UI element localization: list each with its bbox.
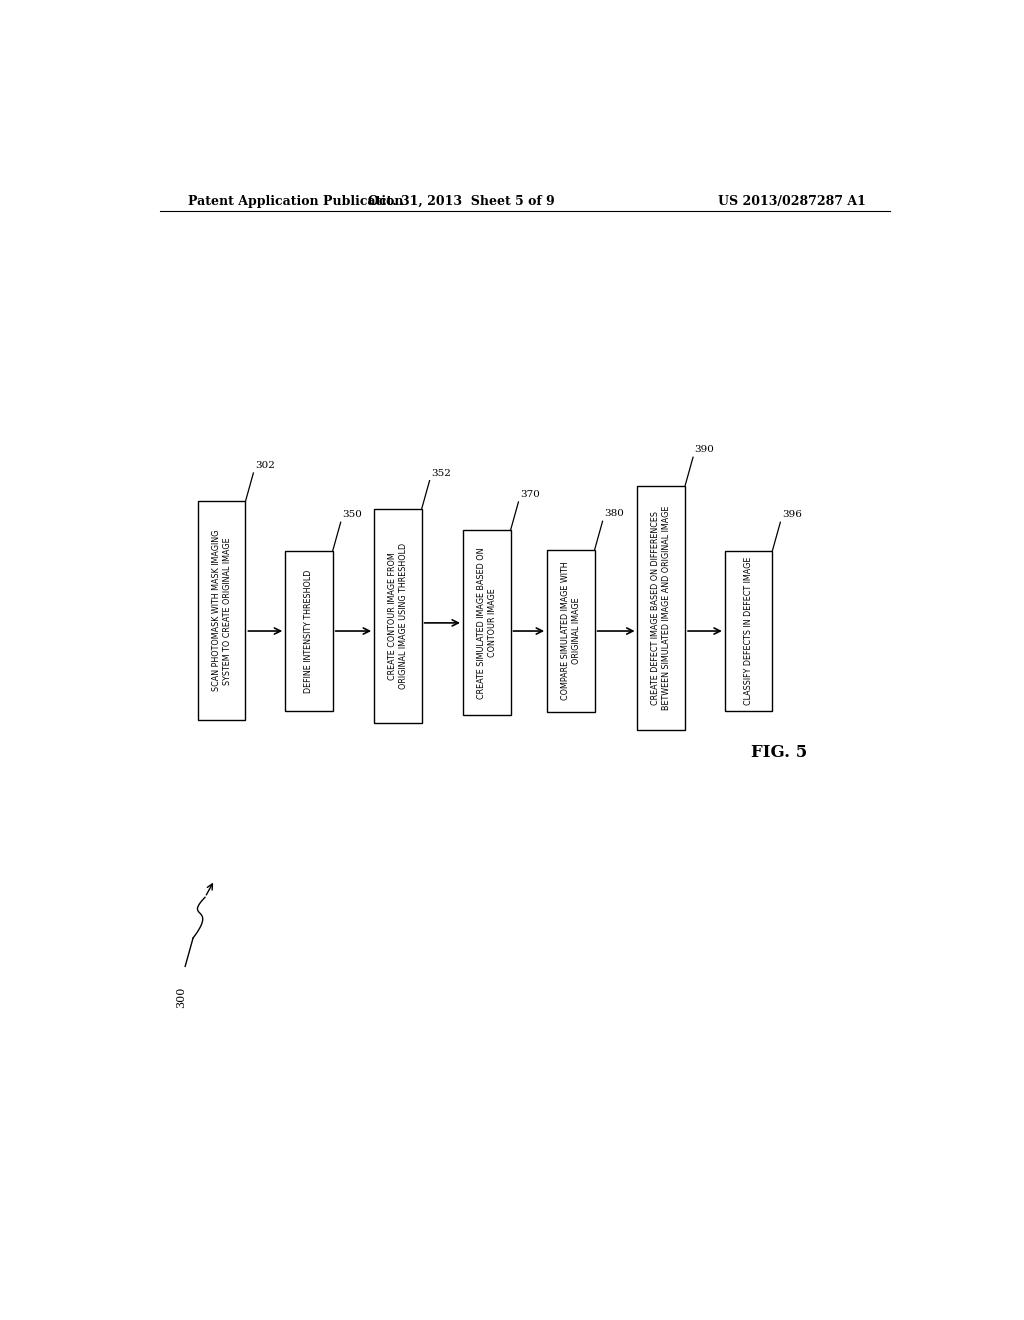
Text: 396: 396	[782, 511, 802, 519]
Text: DEFINE INTENSITY THRESHOLD: DEFINE INTENSITY THRESHOLD	[304, 569, 313, 693]
Bar	[374, 510, 422, 722]
Bar	[725, 550, 772, 711]
Text: 390: 390	[694, 445, 715, 454]
Text: US 2013/0287287 A1: US 2013/0287287 A1	[718, 194, 866, 207]
Text: Patent Application Publication: Patent Application Publication	[187, 194, 403, 207]
Bar	[198, 502, 246, 719]
Text: SCAN PHOTOMASK WITH MASK IMAGING
SYSTEM TO CREATE ORIGINAL IMAGE: SCAN PHOTOMASK WITH MASK IMAGING SYSTEM …	[212, 531, 231, 692]
Text: CREATE SIMULATED IMAGE BASED ON
CONTOUR IMAGE: CREATE SIMULATED IMAGE BASED ON CONTOUR …	[476, 548, 497, 698]
Text: 302: 302	[255, 461, 274, 470]
Bar	[285, 550, 333, 711]
Text: 300: 300	[176, 986, 186, 1007]
Text: 350: 350	[342, 511, 362, 519]
Text: CLASSIFY DEFECTS IN DEFECT IMAGE: CLASSIFY DEFECTS IN DEFECT IMAGE	[744, 557, 753, 705]
Bar	[463, 531, 511, 715]
Text: 352: 352	[431, 469, 451, 478]
Text: CREATE CONTOUR IMAGE FROM
ORIGINAL IMAGE USING THRESHOLD: CREATE CONTOUR IMAGE FROM ORIGINAL IMAGE…	[388, 543, 408, 689]
Bar	[638, 486, 685, 730]
Text: CREATE DEFECT IMAGE BASED ON DIFFERENCES
BETWEEN SIMULATED IMAGE AND ORIGINAL IM: CREATE DEFECT IMAGE BASED ON DIFFERENCES…	[651, 506, 672, 710]
Bar	[547, 549, 595, 713]
Text: 380: 380	[604, 510, 624, 519]
Text: Oct. 31, 2013  Sheet 5 of 9: Oct. 31, 2013 Sheet 5 of 9	[368, 194, 555, 207]
Text: FIG. 5: FIG. 5	[751, 744, 807, 762]
Text: 370: 370	[520, 490, 540, 499]
Text: COMPARE SIMULATED IMAGE WITH
ORIGINAL IMAGE: COMPARE SIMULATED IMAGE WITH ORIGINAL IM…	[561, 562, 581, 701]
